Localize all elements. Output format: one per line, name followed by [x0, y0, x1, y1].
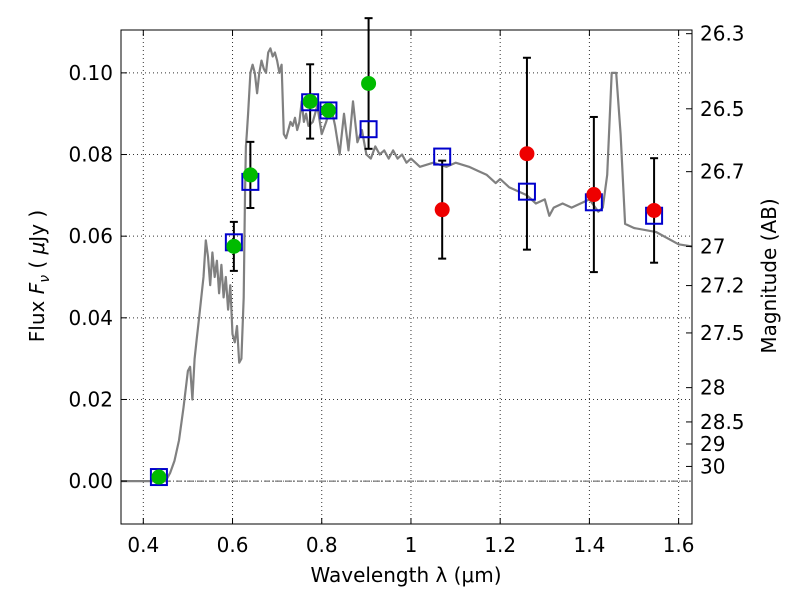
x-axis-label: Wavelength λ (μm): [310, 563, 501, 587]
axis-ticks: [121, 30, 692, 524]
magnitude-tick-label: 26.7: [700, 160, 745, 184]
flux-point: [586, 187, 602, 203]
flux-point: [242, 167, 258, 183]
flux-point: [320, 102, 336, 118]
y-tick-labels: 0.00 0.02 0.04 0.06 0.08 0.10: [68, 61, 113, 493]
observed-flux-points: [151, 75, 662, 485]
magnitude-tick-label: 27: [700, 234, 725, 258]
model-flux-square: [319, 101, 338, 120]
flux-point: [151, 469, 167, 485]
model-spectrum: [121, 47, 693, 483]
model-flux-square: [359, 120, 378, 139]
x-tick-labels: 0.4 0.6 0.8 1 1.2 1.4 1.6: [127, 533, 694, 557]
grid: [121, 30, 692, 524]
flux-point: [434, 202, 450, 218]
x-tick-label: 1.6: [663, 533, 695, 557]
magnitude-tick-label: 26.5: [700, 97, 745, 121]
y-tick-label: 0.02: [68, 387, 113, 411]
model-spectrum-line: [121, 47, 693, 483]
y2-axis-label: Magnitude (AB): [757, 198, 781, 353]
x-tick-label: 0.8: [306, 533, 338, 557]
magnitude-tick-label: 26.3: [700, 22, 745, 46]
x-tick-label: 0.6: [217, 533, 249, 557]
magnitude-tick-label: 28: [700, 376, 725, 400]
x-tick-label: 0.4: [127, 533, 159, 557]
magnitude-tick-label: 29: [700, 432, 725, 456]
y-tick-label: 0.00: [68, 469, 113, 493]
y-tick-label: 0.10: [68, 61, 113, 85]
plot-frame: [120, 29, 693, 525]
flux-point: [302, 93, 318, 109]
y-axis-label: Flux Fν ( μJy ): [25, 210, 53, 342]
x-tick-label: 1.2: [484, 533, 516, 557]
flux-point: [361, 75, 377, 91]
model-flux-square: [149, 468, 168, 487]
x-tick-label: 1.4: [573, 533, 605, 557]
flux-point: [226, 238, 242, 254]
magnitude-tick-label: 27.5: [700, 321, 745, 345]
magnitude-tick-label: 27.2: [700, 274, 745, 298]
y-tick-label: 0.04: [68, 306, 113, 330]
error-bars: [229, 17, 659, 274]
magnitude-tick-label: 28.5: [700, 410, 745, 434]
y-tick-label: 0.06: [68, 224, 113, 248]
model-flux-square: [433, 147, 452, 166]
flux-point: [519, 146, 535, 162]
x-tick-label: 1: [405, 533, 418, 557]
magnitude-tick-label: 30: [700, 454, 725, 478]
model-flux-markers: [149, 93, 664, 487]
model-flux-square: [517, 182, 536, 201]
flux-point: [646, 202, 662, 218]
y-tick-label: 0.08: [68, 143, 113, 167]
